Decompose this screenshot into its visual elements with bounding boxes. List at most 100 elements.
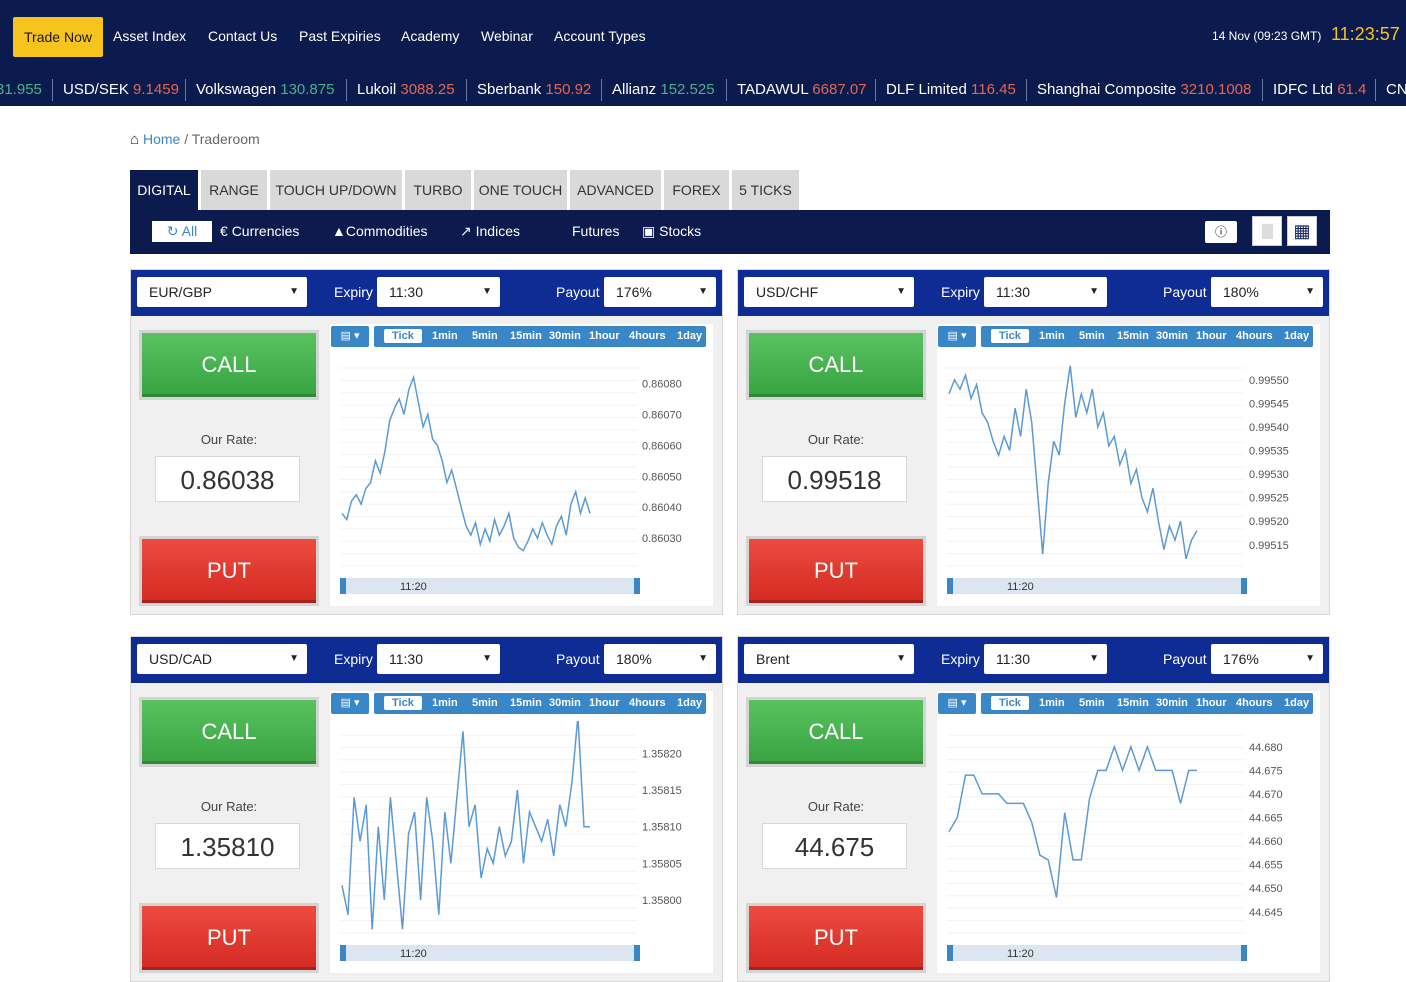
call-button[interactable]: CALL [142,333,316,397]
nav-webinar[interactable]: Webinar [481,28,533,44]
put-button[interactable]: PUT [142,906,316,970]
call-button[interactable]: CALL [142,700,316,764]
expiry-select[interactable]: 11:30 ▼ [984,644,1107,674]
timeframe-15min[interactable]: 15min [1117,697,1149,709]
navigator-handle[interactable] [340,578,346,594]
chart-type-icon[interactable]: ▤ ▾ [331,326,369,347]
timeframe-1min[interactable]: 1min [1039,697,1065,709]
line-chart[interactable]: 44.680 44.675 44.670 44.665 44.660 44.655 44.6… [937,721,1320,973]
timeframe-1day[interactable]: 1day [1284,330,1310,342]
timeframe-1min[interactable]: 1min [432,330,458,342]
tab-5-ticks[interactable]: 5 TICKS [732,170,799,210]
asset-select[interactable]: EUR/GBP ▼ [137,277,307,307]
chart-navigator[interactable] [342,945,638,961]
ticker-item[interactable]: IDFC Ltd 61.4 [1273,81,1366,98]
payout-select[interactable]: 176% ▼ [1211,644,1323,674]
navigator-handle[interactable] [947,945,953,961]
home-icon[interactable]: ⌂ [130,131,140,148]
put-button[interactable]: PUT [749,539,923,603]
timeframe-30min[interactable]: 30min [549,330,581,342]
asset-select[interactable]: USD/CAD ▼ [137,644,307,674]
line-chart[interactable]: 0.99550 0.99545 0.99540 0.99535 0.99530 0.995… [937,354,1320,606]
tab-turbo[interactable]: TURBO [405,170,471,210]
info-icon[interactable]: ⓘ [1205,221,1237,243]
timeframe-4hours[interactable]: 4hours [629,697,666,709]
ticker-item[interactable]: Volkswagen 130.875 [196,81,334,98]
expiry-select[interactable]: 11:30 ▼ [377,277,500,307]
trade-now-button[interactable]: Trade Now [13,17,103,57]
timeframe-1hour[interactable]: 1hour [589,697,620,709]
timeframe-30min[interactable]: 30min [1156,697,1188,709]
timeframe-4hours[interactable]: 4hours [1236,697,1273,709]
ticker-item[interactable]: USD/SEK 9.1459 [63,81,179,98]
put-button[interactable]: PUT [749,906,923,970]
expiry-select[interactable]: 11:30 ▼ [984,277,1107,307]
timeframe-15min[interactable]: 15min [510,330,542,342]
chart-type-icon[interactable]: ▤ ▾ [938,326,976,347]
payout-select[interactable]: 180% ▼ [604,644,716,674]
timeframe-15min[interactable]: 15min [1117,330,1149,342]
expiry-select[interactable]: 11:30 ▼ [377,644,500,674]
nav-academy[interactable]: Academy [401,28,460,44]
navigator-handle[interactable] [1241,578,1247,594]
ticker-item[interactable]: CN [1386,81,1406,98]
timeframe-tick[interactable]: Tick [384,329,422,343]
navigator-handle[interactable] [634,945,640,961]
chart-navigator[interactable] [342,578,638,594]
ticker-item[interactable]: Shanghai Composite 3210.1008 [1037,81,1251,98]
chart-type-icon[interactable]: ▤ ▾ [331,693,369,714]
nav-contact-us[interactable]: Contact Us [208,28,278,44]
timeframe-1day[interactable]: 1day [677,330,703,342]
timeframe-1min[interactable]: 1min [1039,330,1065,342]
timeframe-5min[interactable]: 5min [1079,330,1105,342]
timeframe-15min[interactable]: 15min [510,697,542,709]
filter-all[interactable]: ↻ All [152,221,212,242]
payout-select[interactable]: 180% ▼ [1211,277,1323,307]
tab-advanced[interactable]: ADVANCED [570,170,661,210]
timeframe-1hour[interactable]: 1hour [589,330,620,342]
timeframe-tick[interactable]: Tick [384,696,422,710]
ticker-item[interactable]: 31.955 [0,81,42,98]
nav-asset-index[interactable]: Asset Index [113,28,187,44]
ticker-item[interactable]: TADAWUL 6687.07 [737,81,867,98]
timeframe-tick[interactable]: Tick [991,329,1029,343]
tab-touch-up-down[interactable]: TOUCH UP/DOWN [270,170,402,210]
timeframe-5min[interactable]: 5min [1079,697,1105,709]
timeframe-1hour[interactable]: 1hour [1196,697,1227,709]
asset-select[interactable]: USD/CHF ▼ [744,277,914,307]
nav-account-types[interactable]: Account Types [554,28,646,44]
filter-commodities[interactable]: ▲Commodities [332,223,428,239]
call-button[interactable]: CALL [749,700,923,764]
nav-past-expiries[interactable]: Past Expiries [299,28,381,44]
ticker-item[interactable]: Allianz 152.525 [612,81,715,98]
chart-navigator[interactable] [949,945,1245,961]
asset-select[interactable]: Brent ▼ [744,644,914,674]
navigator-handle[interactable] [340,945,346,961]
tab-digital[interactable]: DIGITAL [130,170,198,210]
tab-forex[interactable]: FOREX [664,170,729,210]
timeframe-1day[interactable]: 1day [677,697,703,709]
timeframe-4hours[interactable]: 4hours [629,330,666,342]
timeframe-5min[interactable]: 5min [472,697,498,709]
timeframe-30min[interactable]: 30min [549,697,581,709]
navigator-handle[interactable] [634,578,640,594]
call-button[interactable]: CALL [749,333,923,397]
chart-navigator[interactable] [949,578,1245,594]
filter-futures[interactable]: Futures [572,223,620,239]
timeframe-1day[interactable]: 1day [1284,697,1310,709]
filter-currencies[interactable]: € Currencies [220,223,299,239]
chart-type-icon[interactable]: ▤ ▾ [938,693,976,714]
single-column-view-icon[interactable] [1252,216,1282,246]
put-button[interactable]: PUT [142,539,316,603]
tab-one-touch[interactable]: ONE TOUCH [474,170,567,210]
tab-range[interactable]: RANGE [201,170,267,210]
timeframe-5min[interactable]: 5min [472,330,498,342]
timeframe-tick[interactable]: Tick [991,696,1029,710]
timeframe-1min[interactable]: 1min [432,697,458,709]
filter-stocks[interactable]: ▣ Stocks [642,223,701,240]
navigator-handle[interactable] [1241,945,1247,961]
line-chart[interactable]: 0.86080 0.86070 0.86060 0.86050 0.86040 0.860… [330,354,713,606]
payout-select[interactable]: 176% ▼ [604,277,716,307]
ticker-item[interactable]: DLF Limited 116.45 [886,81,1016,98]
ticker-item[interactable]: Lukoil 3088.25 [357,81,455,98]
